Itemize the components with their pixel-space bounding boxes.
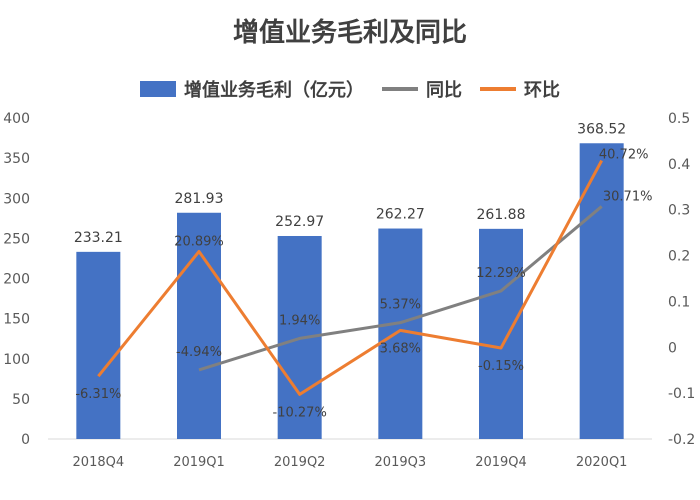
y-tick-label-left: 100 xyxy=(3,352,30,368)
yoy-data-label: 12.29% xyxy=(476,266,526,281)
y-tick-label-left: 400 xyxy=(3,111,30,127)
legend-item-qoq: 环比 xyxy=(480,76,560,102)
qoq-line xyxy=(97,159,603,396)
yoy-data-label: 1.94% xyxy=(279,313,320,328)
y-tick-label-right: 0.3 xyxy=(668,203,690,219)
bar-data-label: 368.52 xyxy=(577,121,626,137)
y-tick-label-left: 350 xyxy=(3,151,30,167)
y-tick-label-left: 150 xyxy=(3,312,30,328)
y-tick-label-left: 50 xyxy=(12,392,30,408)
legend-item-yoy: 同比 xyxy=(382,76,462,102)
y-tick-label-left: 250 xyxy=(3,231,30,247)
yoy-data-label: 5.37% xyxy=(380,298,421,313)
qoq-data-label: -6.31% xyxy=(75,387,121,402)
legend-label-yoy: 同比 xyxy=(426,80,462,101)
bar xyxy=(479,228,523,439)
chart-title: 增值业务毛利及同比 xyxy=(232,18,467,48)
qoq-data-label: 20.89% xyxy=(174,234,224,249)
y-tick-label-right: -0.1 xyxy=(668,386,695,402)
y-tick-label-right: 0 xyxy=(668,340,677,356)
x-tick-label: 2020Q1 xyxy=(576,455,628,470)
yoy-data-label: 30.71% xyxy=(603,189,653,204)
y-tick-label-left: 0 xyxy=(21,432,30,448)
x-tick-label: 2019Q1 xyxy=(173,455,225,470)
legend-swatch-yoy xyxy=(382,87,418,91)
x-tick-label: 2019Q4 xyxy=(475,455,527,470)
legend-label-qoq: 环比 xyxy=(524,80,560,101)
bar-data-label: 262.27 xyxy=(376,207,425,223)
x-tick-label: 2018Q4 xyxy=(73,455,125,470)
bar-data-label: 281.93 xyxy=(175,191,224,207)
legend-swatch-bar xyxy=(140,81,176,97)
yoy-data-label: -4.94% xyxy=(176,345,222,360)
chart-legend: 增值业务毛利（亿元） 同比 环比 xyxy=(0,76,700,102)
bar-data-label: 233.21 xyxy=(74,230,123,246)
y-tick-label-left: 200 xyxy=(3,272,30,288)
x-tick-label: 2019Q3 xyxy=(375,455,427,470)
y-tick-label-right: 0.1 xyxy=(668,294,690,310)
qoq-data-label: -10.27% xyxy=(273,405,327,420)
legend-swatch-qoq xyxy=(480,87,516,91)
bar xyxy=(579,143,624,439)
x-tick-label: 2019Q2 xyxy=(274,455,326,470)
bar-data-label: 252.97 xyxy=(275,214,324,230)
legend-label-gross-profit: 增值业务毛利（亿元） xyxy=(184,80,364,101)
bar xyxy=(76,251,121,439)
y-tick-label-right: 0.5 xyxy=(668,111,690,127)
legend-item-gross-profit: 增值业务毛利（亿元） xyxy=(140,76,364,102)
y-tick-label-right: 0.4 xyxy=(668,157,690,173)
y-tick-label-right: 0.2 xyxy=(668,249,690,265)
y-tick-label-right: -0.2 xyxy=(668,432,695,448)
qoq-data-label: 3.68% xyxy=(380,341,421,356)
y-tick-label-left: 300 xyxy=(3,191,30,207)
qoq-data-label: -0.15% xyxy=(478,359,524,374)
qoq-data-label: 40.72% xyxy=(599,148,649,163)
bar-data-label: 261.88 xyxy=(477,207,526,223)
